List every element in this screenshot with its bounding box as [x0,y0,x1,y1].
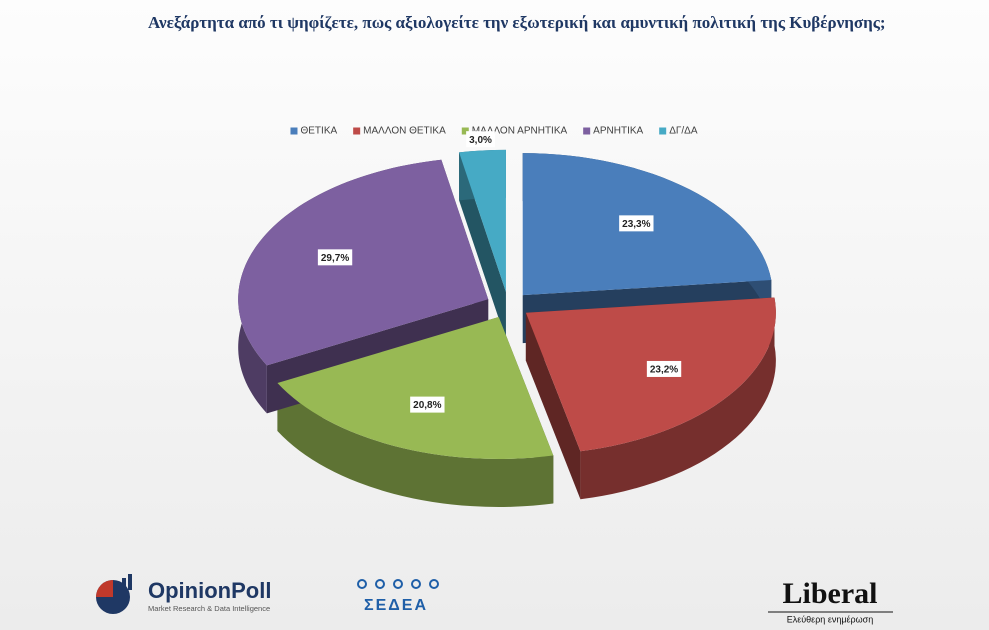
legend-label: ΜΑΛΛΟΝ ΘΕΤΙΚΑ [363,126,446,137]
slice-side [525,312,581,500]
legend-item: ΘΕΤΙΚΑ [290,126,337,137]
logo-text: Liberal [783,577,878,610]
data-label: 23,3% [622,219,650,230]
logo-icon [357,579,367,589]
legend-item: ΑΡΝΗΤΙΚΑ [583,126,644,137]
logo-icon [122,578,126,590]
logo-tagline: Ελεύθερη ενημέρωση [787,614,874,624]
data-label-box [619,215,654,232]
chart-title: Ανεξάρτητα από τι ψηφίζετε, πως αξιολογε… [148,13,886,32]
legend-label: ΘΕΤΙΚΑ [300,126,337,137]
legend-item: ΜΑΛΛΟΝ ΘΕΤΙΚΑ [353,126,446,137]
legend-item: ΜΑΛΛΟΝ ΑΡΝΗΤΙΚΑ [461,126,568,137]
logo-icon [96,580,113,597]
legend-label: ΜΑΛΛΟΝ ΑΡΝΗΤΙΚΑ [472,126,568,137]
logo-icon [375,579,385,589]
slice-side [580,297,776,500]
data-label: 3,0% [469,135,492,146]
data-label: 20,8% [413,400,441,411]
logo-icon [411,579,421,589]
legend-swatch [353,127,361,135]
legend-label: ΔΓ/ΔΑ [669,126,698,137]
pie-slice [459,149,506,292]
data-labels: 23,3% 23,2% 20,8% 29,7% 3,0% [317,131,682,413]
logo-text: OpinionPoll [148,578,271,603]
sedea-logo: ΣΕΔΕΑ [357,579,439,614]
pie-tops [238,149,776,459]
data-label-box [466,131,495,148]
logo-icon [429,579,439,589]
opinionpoll-logo: OpinionPoll Market Research & Data Intel… [96,574,271,614]
slice-side [277,383,554,507]
pie-slice [238,159,489,366]
logo-text: ΣΕΔΕΑ [364,597,428,614]
data-label-box [646,360,682,377]
legend: ΘΕΤΙΚΑ ΜΑΛΛΟΝ ΘΕΤΙΚΑ ΜΑΛΛΟΝ ΑΡΝΗΤΙΚΑ ΑΡΝΗΤΙ… [290,126,698,137]
pie-slice [277,316,554,459]
legend-swatch [659,127,667,135]
data-label: 29,7% [321,253,349,264]
data-label: 23,2% [650,365,678,376]
data-label-box [317,249,353,266]
logo-tagline: Market Research & Data Intelligence [148,604,270,613]
liberal-logo: Liberal Ελεύθερη ενημέρωση [768,577,893,624]
legend-label: ΑΡΝΗΤΙΚΑ [593,126,643,137]
legend-swatch [461,127,469,135]
legend-swatch [583,127,591,135]
legend-item: ΔΓ/ΔΑ [659,126,698,137]
data-label-box [410,396,445,413]
logo-icon [128,574,132,590]
legend-swatch [290,127,298,135]
logo-icon [393,579,403,589]
